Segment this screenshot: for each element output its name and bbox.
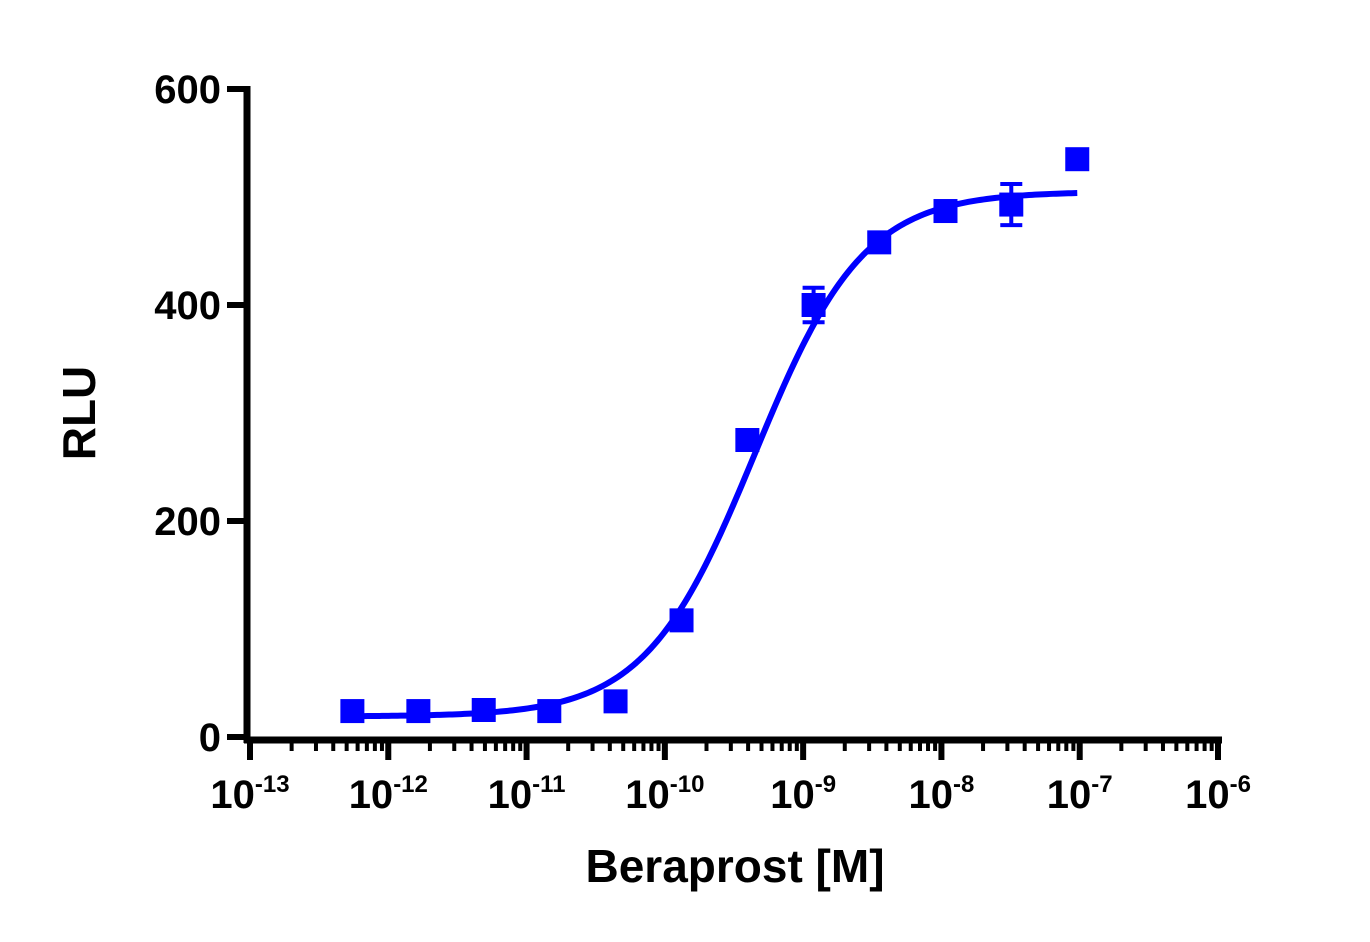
x-tick-base: 10 (625, 773, 670, 817)
data-point (537, 699, 562, 724)
data-point (669, 608, 694, 633)
data-point (735, 428, 760, 452)
x-tick-label: 10-7 (1047, 771, 1113, 817)
x-tick-exponent: -10 (670, 771, 705, 798)
x-tick-label: 10-9 (770, 771, 836, 817)
data-point (867, 230, 892, 255)
x-tick-label: 10-12 (349, 771, 428, 817)
x-axis-title: Beraprost [M] (585, 840, 884, 892)
x-tick-base: 10 (349, 773, 394, 817)
x-tick-exponent: -9 (815, 771, 836, 798)
y-axis-title: RLU (53, 366, 105, 461)
x-tick-exponent: -8 (953, 771, 974, 798)
x-tick-base: 10 (1047, 773, 1092, 817)
x-tick-exponent: -6 (1230, 771, 1251, 798)
x-tick-base: 10 (210, 773, 255, 817)
y-tick-label: 200 (154, 500, 221, 544)
data-point (603, 689, 628, 714)
fit-curve-layer (352, 190, 1078, 720)
x-tick-exponent: -13 (255, 771, 290, 798)
x-tick-base: 10 (488, 773, 533, 817)
y-tick-label: 0 (199, 716, 221, 760)
x-tick-label: 10-11 (488, 771, 566, 817)
x-tick-label: 10-10 (625, 771, 704, 817)
data-point (933, 199, 958, 224)
data-point (471, 698, 496, 722)
x-tick-base: 10 (770, 773, 815, 817)
data-point (406, 699, 431, 724)
y-tick-label: 400 (154, 284, 221, 328)
x-tick-label: 10-6 (1185, 771, 1251, 817)
data-point (340, 699, 365, 724)
x-tick-base: 10 (909, 773, 954, 817)
data-point (801, 293, 826, 317)
data-point (999, 192, 1024, 217)
x-tick-exponent: -7 (1091, 771, 1112, 798)
x-tick-exponent: -12 (393, 771, 428, 798)
x-tick-base: 10 (1185, 773, 1230, 817)
x-tick-exponent: -11 (532, 771, 565, 798)
x-tick-label: 10-8 (909, 771, 975, 817)
y-tick-label: 600 (154, 68, 221, 112)
fit-curve (352, 190, 1078, 720)
data-point (1065, 147, 1090, 172)
data-points-layer (340, 147, 1090, 724)
x-tick-label: 10-13 (210, 771, 289, 817)
